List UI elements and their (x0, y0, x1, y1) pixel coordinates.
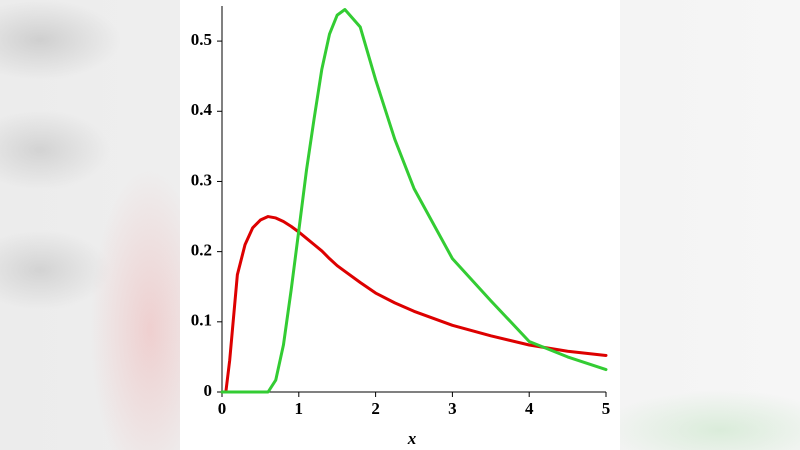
x-tick-label: 0 (218, 399, 227, 418)
y-tick-label: 0.5 (191, 30, 212, 49)
x-tick-label: 3 (448, 399, 457, 418)
x-tick-label: 5 (602, 399, 611, 418)
y-tick-label: 0.4 (191, 100, 213, 119)
y-tick-label: 0 (204, 381, 213, 400)
curve (220, 8, 608, 394)
plot-panel (180, 0, 620, 450)
x-tick-label: 4 (525, 399, 534, 418)
x-tick-label: 2 (371, 399, 380, 418)
y-tick-label: 0.1 (191, 311, 212, 330)
y-tick-label: 0.3 (191, 170, 212, 189)
curve (220, 215, 608, 394)
x-tick-label: 1 (295, 399, 304, 418)
y-tick-label: 0.2 (191, 241, 212, 260)
x-axis-label: x (407, 429, 417, 448)
